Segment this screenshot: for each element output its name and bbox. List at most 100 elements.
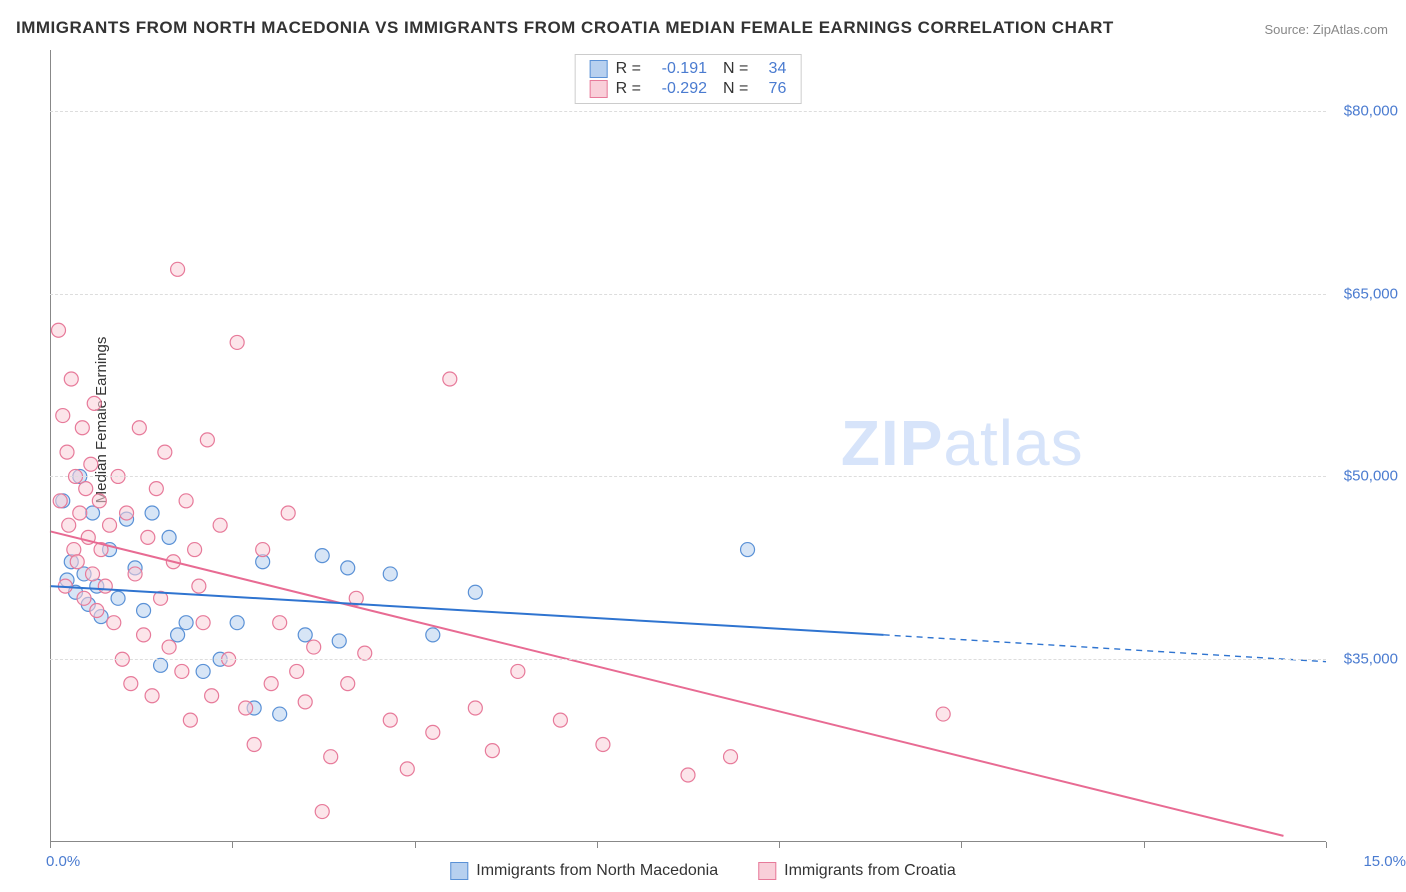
y-tick-label: $50,000 <box>1344 468 1398 485</box>
chart-plot-area: ZIPatlas R = -0.191 N = 34R = -0.292 N =… <box>50 50 1326 842</box>
y-tick-label: $35,000 <box>1344 651 1398 668</box>
scatter-point-pink <box>324 750 338 764</box>
scatter-point-pink <box>162 640 176 654</box>
scatter-point-pink <box>179 494 193 508</box>
scatter-point-pink <box>141 530 155 544</box>
scatter-point-blue <box>468 585 482 599</box>
x-tick <box>50 842 51 848</box>
scatter-point-pink <box>132 421 146 435</box>
scatter-point-blue <box>273 707 287 721</box>
scatter-point-pink <box>315 805 329 819</box>
regression-line <box>50 586 884 635</box>
scatter-point-pink <box>192 579 206 593</box>
scatter-point-pink <box>103 518 117 532</box>
scatter-point-blue <box>741 543 755 557</box>
scatter-point-pink <box>145 689 159 703</box>
scatter-point-pink <box>62 518 76 532</box>
scatter-point-pink <box>90 603 104 617</box>
scatter-point-pink <box>56 409 70 423</box>
scatter-point-pink <box>724 750 738 764</box>
scatter-point-pink <box>256 543 270 557</box>
scatter-point-pink <box>341 677 355 691</box>
gridline <box>50 659 1326 660</box>
scatter-point-blue <box>230 616 244 630</box>
scatter-point-pink <box>264 677 278 691</box>
scatter-point-pink <box>383 713 397 727</box>
scatter-point-pink <box>298 695 312 709</box>
x-axis-line <box>50 841 1326 842</box>
scatter-point-pink <box>171 262 185 276</box>
blue-swatch-icon <box>450 862 468 880</box>
scatter-point-pink <box>73 506 87 520</box>
x-tick <box>597 842 598 848</box>
scatter-point-blue <box>179 616 193 630</box>
gridline <box>50 294 1326 295</box>
scatter-point-blue <box>332 634 346 648</box>
source-label: Source: ZipAtlas.com <box>1264 22 1388 37</box>
scatter-point-blue <box>383 567 397 581</box>
scatter-point-blue <box>298 628 312 642</box>
x-tick <box>232 842 233 848</box>
scatter-point-pink <box>511 664 525 678</box>
scatter-point-pink <box>79 482 93 496</box>
series-legend: Immigrants from North Macedonia Immigrant… <box>450 862 955 880</box>
y-tick-label: $65,000 <box>1344 285 1398 302</box>
scatter-point-pink <box>128 567 142 581</box>
scatter-point-pink <box>553 713 567 727</box>
scatter-point-pink <box>52 323 66 337</box>
scatter-point-pink <box>936 707 950 721</box>
pink-swatch-icon <box>758 862 776 880</box>
scatter-point-pink <box>86 567 100 581</box>
scatter-point-pink <box>98 579 112 593</box>
scatter-point-blue <box>341 561 355 575</box>
x-tick-label-right: 15.0% <box>1363 853 1406 870</box>
x-tick <box>961 842 962 848</box>
scatter-point-blue <box>137 603 151 617</box>
scatter-point-pink <box>307 640 321 654</box>
legend-series-item: Immigrants from North Macedonia <box>450 862 718 880</box>
scatter-point-pink <box>87 396 101 410</box>
legend-series-label: Immigrants from North Macedonia <box>476 862 718 880</box>
scatter-plot-svg <box>50 50 1326 842</box>
x-tick <box>779 842 780 848</box>
scatter-point-pink <box>84 457 98 471</box>
scatter-point-pink <box>247 738 261 752</box>
scatter-point-pink <box>485 744 499 758</box>
scatter-point-pink <box>596 738 610 752</box>
scatter-point-blue <box>145 506 159 520</box>
scatter-point-pink <box>239 701 253 715</box>
gridline <box>50 111 1326 112</box>
scatter-point-pink <box>273 616 287 630</box>
regression-line <box>884 635 1326 662</box>
scatter-point-pink <box>77 591 91 605</box>
scatter-point-pink <box>137 628 151 642</box>
regression-line <box>50 531 1283 836</box>
scatter-point-blue <box>111 591 125 605</box>
scatter-point-pink <box>120 506 134 520</box>
legend-series-label: Immigrants from Croatia <box>784 862 956 880</box>
scatter-point-pink <box>443 372 457 386</box>
scatter-point-pink <box>358 646 372 660</box>
scatter-point-pink <box>230 335 244 349</box>
scatter-point-blue <box>426 628 440 642</box>
scatter-point-pink <box>400 762 414 776</box>
scatter-point-pink <box>75 421 89 435</box>
scatter-point-pink <box>468 701 482 715</box>
scatter-point-pink <box>426 725 440 739</box>
scatter-point-blue <box>196 664 210 678</box>
x-tick <box>1326 842 1327 848</box>
scatter-point-blue <box>162 530 176 544</box>
scatter-point-pink <box>681 768 695 782</box>
x-tick <box>1144 842 1145 848</box>
legend-series-item: Immigrants from Croatia <box>758 862 956 880</box>
scatter-point-pink <box>183 713 197 727</box>
scatter-point-pink <box>205 689 219 703</box>
scatter-point-pink <box>92 494 106 508</box>
scatter-point-pink <box>196 616 210 630</box>
y-tick-label: $80,000 <box>1344 102 1398 119</box>
y-axis-line <box>50 50 51 842</box>
scatter-point-pink <box>70 555 84 569</box>
scatter-point-pink <box>149 482 163 496</box>
scatter-point-pink <box>175 664 189 678</box>
scatter-point-pink <box>53 494 67 508</box>
